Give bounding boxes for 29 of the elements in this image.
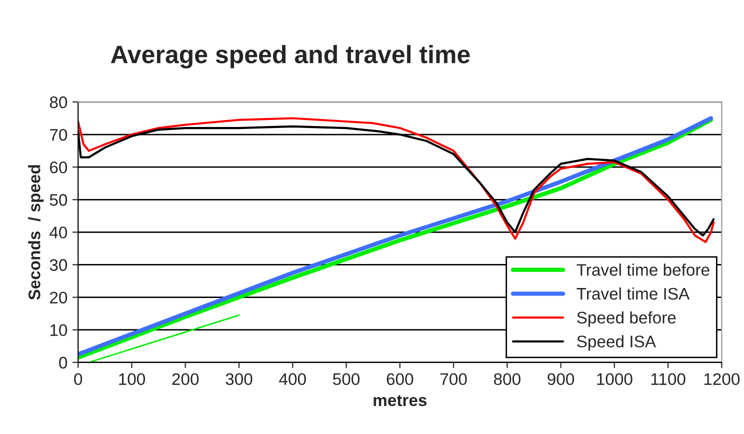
x-tick-label: 500 — [333, 373, 360, 386]
y-tick-label: 20 — [50, 292, 68, 304]
x-tick-label: 0 — [74, 373, 82, 386]
x-tick-label: 800 — [494, 373, 520, 386]
x-tick-label: 400 — [279, 373, 306, 386]
x-tick-label: 300 — [226, 373, 252, 386]
y-tick-label: 70 — [50, 128, 68, 141]
y-tick-label: 60 — [50, 161, 68, 174]
x-axis-title: metres — [374, 395, 427, 406]
x-tick-label: 1000 — [597, 373, 632, 386]
x-tick-label: 100 — [119, 373, 146, 386]
y-tick-label: 30 — [50, 259, 68, 271]
x-tick-label: 900 — [548, 373, 574, 386]
x-tick-label: 1100 — [651, 373, 686, 386]
legend-label: Speed ISA — [577, 335, 656, 351]
chart-title: Average speed and travel time — [110, 44, 470, 68]
x-tick-label: 700 — [440, 373, 467, 386]
y-tick-label: 0 — [59, 356, 68, 369]
legend-label: Travel time ISA — [576, 287, 690, 300]
x-tick-label: 600 — [386, 373, 414, 386]
y-axis-title: Seconds / speed — [28, 165, 44, 300]
y-tick-label: 10 — [50, 324, 68, 336]
legend-label: Speed before — [577, 311, 676, 327]
y-tick-label: 80 — [50, 96, 68, 108]
y-tick-label: 40 — [50, 226, 68, 238]
x-tick-label: 200 — [172, 373, 199, 386]
y-tick-label: 50 — [50, 194, 68, 206]
legend-label: Travel time before — [576, 264, 710, 276]
x-tick-label: 1200 — [704, 373, 740, 386]
